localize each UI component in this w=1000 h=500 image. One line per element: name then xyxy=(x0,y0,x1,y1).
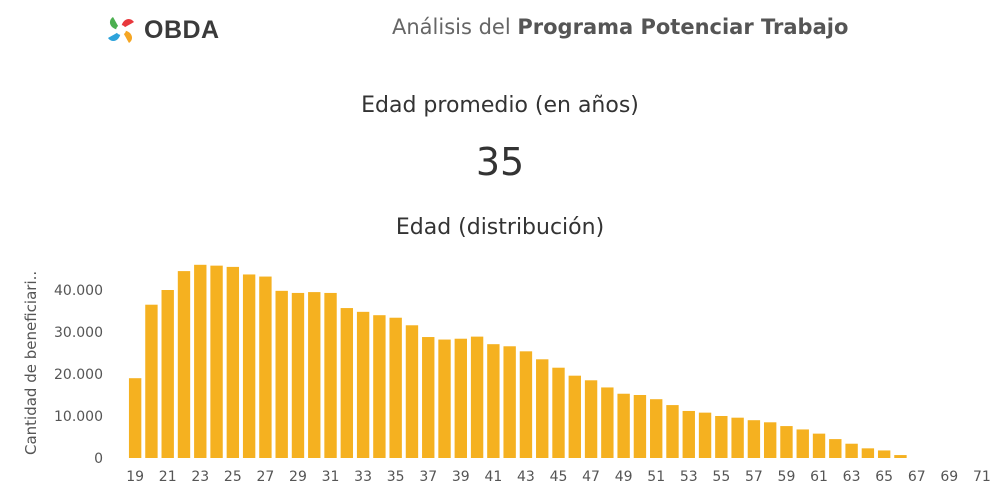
bar-age-26[interactable] xyxy=(242,274,256,458)
bar-age-65[interactable] xyxy=(877,450,891,458)
bar-age-22[interactable] xyxy=(177,271,191,458)
x-tick-label: 41 xyxy=(484,469,502,485)
age-distribution-chart: 0 10.000 20.000 30.000 40.000 19 21 23 25 27 29 31… xyxy=(54,264,991,485)
bar-age-53[interactable] xyxy=(682,410,695,458)
x-tick-label: 23 xyxy=(191,469,209,485)
x-tick-label: 59 xyxy=(778,469,796,485)
bar-age-35[interactable] xyxy=(389,317,402,458)
bar-age-50[interactable] xyxy=(633,395,647,458)
y-axis-label-text: Cantidad de beneficiari.. xyxy=(22,271,40,455)
x-tick-label: 55 xyxy=(712,469,730,485)
bar-age-20[interactable] xyxy=(145,304,158,458)
x-tick-label: 39 xyxy=(452,469,470,485)
bar-age-59[interactable] xyxy=(780,426,793,458)
x-tick-label: 53 xyxy=(680,469,698,485)
x-tick-label: 57 xyxy=(745,469,763,485)
bar-age-66[interactable] xyxy=(894,455,907,458)
x-tick-label: 31 xyxy=(322,469,340,485)
bar-age-46[interactable] xyxy=(568,375,581,458)
x-tick-label: 35 xyxy=(387,469,405,485)
bar-age-33[interactable] xyxy=(356,311,370,458)
x-tick-label: 67 xyxy=(908,469,926,485)
x-tick-label: 27 xyxy=(256,469,274,485)
bar-age-49[interactable] xyxy=(617,393,630,458)
x-tick-label: 51 xyxy=(647,469,665,485)
bar-age-43[interactable] xyxy=(519,351,533,458)
bar-age-40[interactable] xyxy=(470,336,484,458)
x-tick-label: 63 xyxy=(843,469,861,485)
x-tick-label: 49 xyxy=(615,469,633,485)
bar-age-52[interactable] xyxy=(666,405,679,458)
kpi-value: 35 xyxy=(475,140,525,184)
obda-logo-icon xyxy=(108,17,134,43)
x-tick-label: 69 xyxy=(940,469,958,485)
bar-age-28[interactable] xyxy=(275,290,288,458)
bar-age-61[interactable] xyxy=(812,433,826,458)
bar-age-57[interactable] xyxy=(747,420,761,458)
brand-logo: OBDA xyxy=(104,10,220,50)
page-title: Análisis del Programa Potenciar Trabajo xyxy=(392,15,848,39)
bar-age-45[interactable] xyxy=(552,367,565,458)
y-axis-label: Cantidad de beneficiari.. xyxy=(22,271,40,455)
logo-text: OBDA xyxy=(144,15,220,44)
x-tick-label: 33 xyxy=(354,469,372,485)
bar-age-60[interactable] xyxy=(796,429,809,458)
bar-age-56[interactable] xyxy=(731,417,744,458)
bar-age-44[interactable] xyxy=(536,359,549,458)
bar-age-36[interactable] xyxy=(405,325,419,458)
bar-age-63[interactable] xyxy=(845,443,858,458)
bar-age-64[interactable] xyxy=(861,448,875,458)
bar-age-31[interactable] xyxy=(324,292,337,458)
x-tick-label: 65 xyxy=(875,469,893,485)
bar-age-24[interactable] xyxy=(210,265,223,458)
x-tick-label: 61 xyxy=(810,469,828,485)
bar-age-30[interactable] xyxy=(308,292,321,458)
chart-title: Edad (distribución) xyxy=(395,215,605,240)
bar-age-25[interactable] xyxy=(226,266,240,458)
bar-age-51[interactable] xyxy=(650,399,663,458)
bar-age-41[interactable] xyxy=(487,344,500,458)
x-tick-label: 37 xyxy=(419,469,437,485)
bar-age-19[interactable] xyxy=(128,378,142,458)
bar-age-55[interactable] xyxy=(715,416,728,458)
bar-age-58[interactable] xyxy=(763,422,777,458)
x-tick-label: 19 xyxy=(126,469,144,485)
page-title-prefix: Análisis del xyxy=(392,15,518,39)
bar-age-47[interactable] xyxy=(584,380,598,458)
x-tick-label: 21 xyxy=(159,469,177,485)
bar-age-32[interactable] xyxy=(340,308,354,458)
y-tick-label: 40.000 xyxy=(54,283,103,299)
bar-age-37[interactable] xyxy=(422,337,435,458)
page-title-program: Programa Potenciar Trabajo xyxy=(517,15,849,39)
bar-age-38[interactable] xyxy=(438,339,451,458)
y-tick-label: 10.000 xyxy=(54,409,103,425)
bar-age-54[interactable] xyxy=(698,412,712,458)
bar-age-27[interactable] xyxy=(259,276,272,458)
bar-age-48[interactable] xyxy=(601,387,614,458)
x-tick-label: 71 xyxy=(973,469,991,485)
bar-age-29[interactable] xyxy=(291,292,305,458)
x-tick-label: 43 xyxy=(517,469,535,485)
bar-age-42[interactable] xyxy=(503,346,516,458)
bar-age-23[interactable] xyxy=(194,264,207,458)
y-tick-label: 20.000 xyxy=(54,367,103,383)
bar-age-21[interactable] xyxy=(161,290,174,458)
logo-center xyxy=(116,25,126,35)
kpi-label: Edad promedio (en años) xyxy=(361,93,639,118)
bar-age-34[interactable] xyxy=(373,315,386,458)
x-tick-label: 45 xyxy=(550,469,568,485)
y-tick-label: 30.000 xyxy=(54,325,103,341)
bar-age-39[interactable] xyxy=(454,338,467,458)
x-tick-label: 25 xyxy=(224,469,242,485)
bar-age-62[interactable] xyxy=(829,439,842,458)
x-tick-label: 47 xyxy=(582,469,600,485)
x-tick-label: 29 xyxy=(289,469,307,485)
y-tick-label: 0 xyxy=(94,451,103,467)
